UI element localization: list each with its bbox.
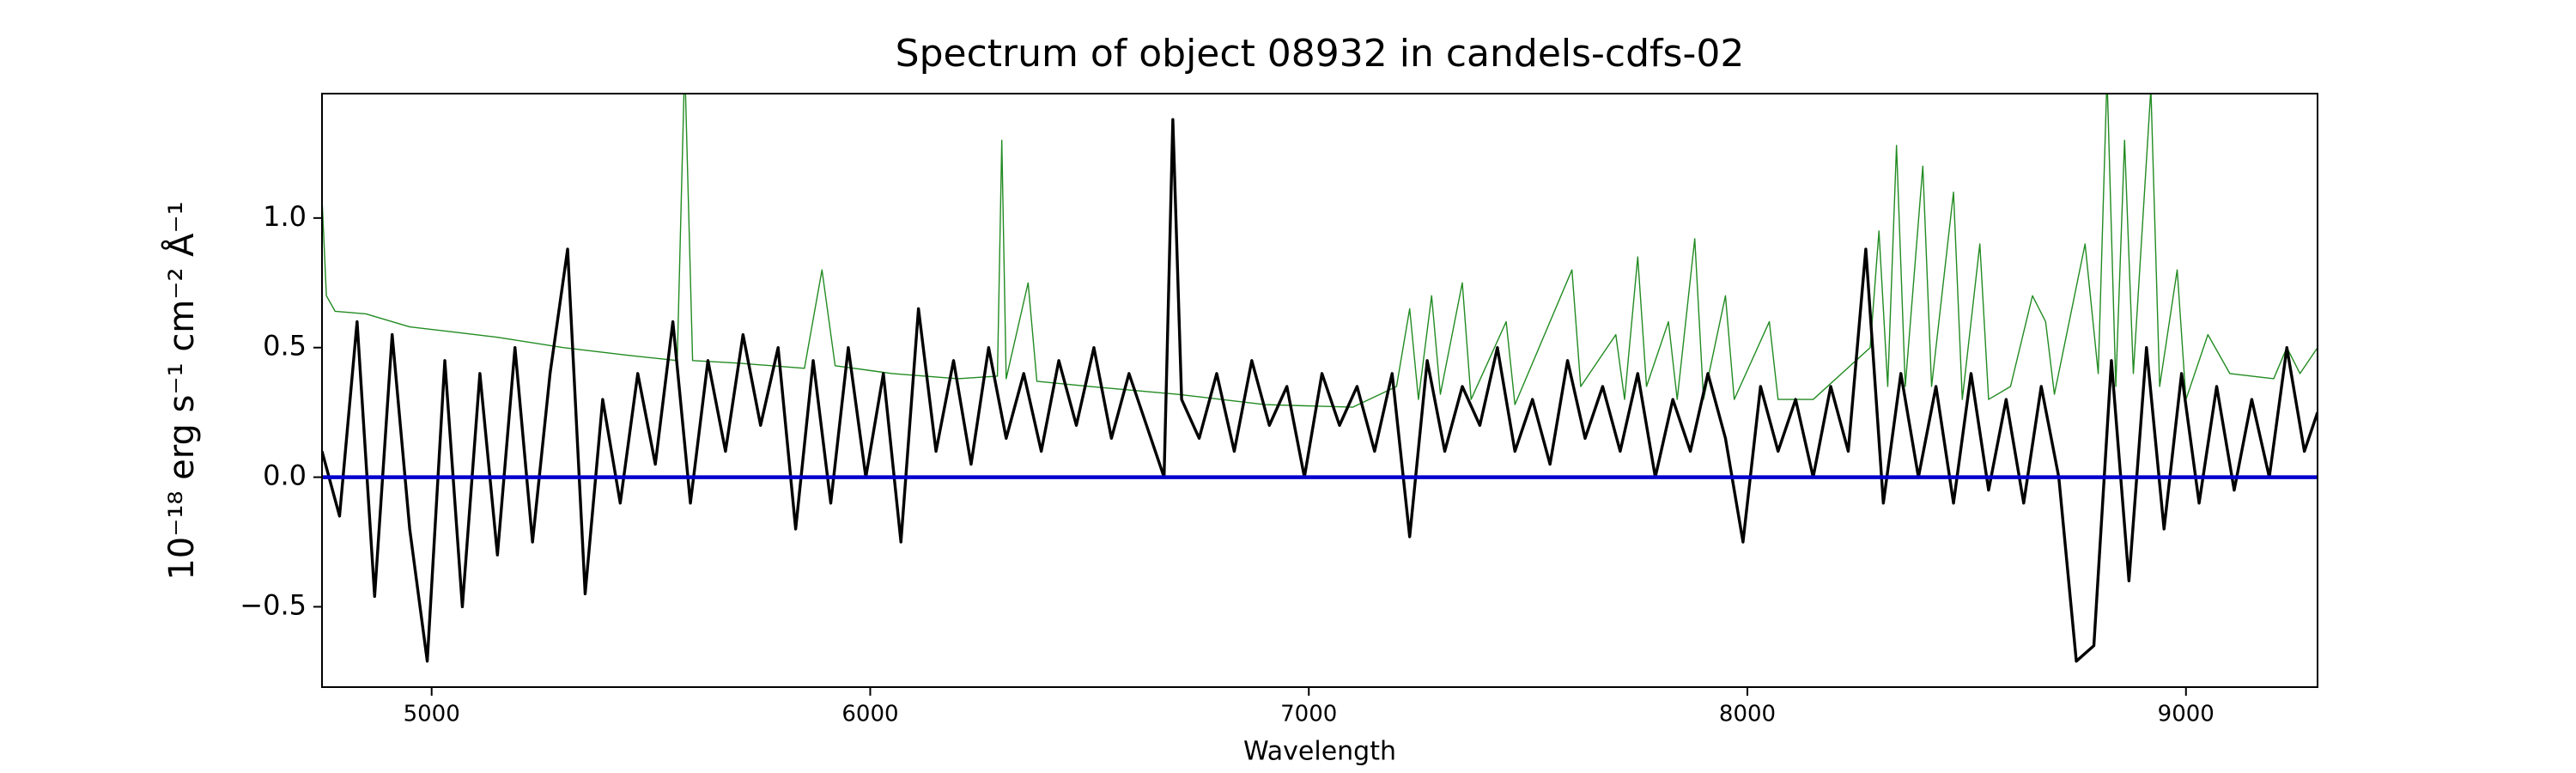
y-axis-label: 10⁻¹⁸ erg s⁻¹ cm⁻² Å⁻¹ [161, 201, 202, 580]
x-tick-label: 7000 [1280, 702, 1337, 727]
y-tick-label: 0.0 [263, 460, 307, 492]
x-tick-label: 8000 [1719, 702, 1776, 727]
axes-frame [321, 93, 2318, 688]
y-tick-label: −0.5 [240, 588, 307, 621]
chart-title: Spectrum of object 08932 in candels-cdfs… [896, 32, 1745, 76]
plot-area [322, 94, 2318, 663]
x-tick-label: 9000 [2158, 702, 2215, 727]
x-tick-label: 6000 [841, 702, 898, 727]
spectrum-line [322, 94, 2318, 408]
x-axis-label: Wavelength [1243, 737, 1396, 767]
y-tick-label: 1.0 [263, 200, 307, 233]
y-tick-label: 0.5 [263, 330, 307, 362]
spectrum-line [322, 118, 2318, 663]
x-tick-label: 5000 [404, 702, 460, 727]
